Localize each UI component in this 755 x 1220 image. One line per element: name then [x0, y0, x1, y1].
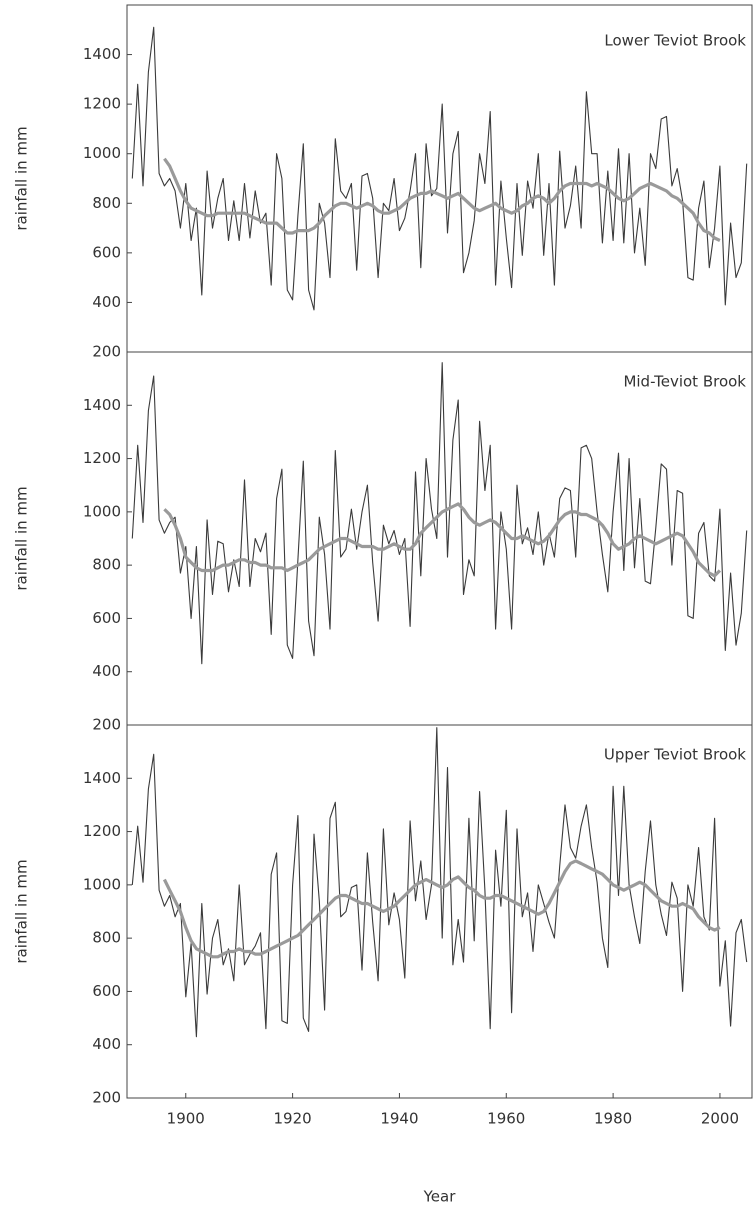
y-tick-label: 1000 — [83, 875, 121, 893]
x-axis-label: Year — [423, 1188, 457, 1206]
y-axis-label: rainfall in mm — [13, 126, 31, 230]
y-tick-label: 800 — [92, 194, 121, 212]
y-tick-label: 400 — [92, 293, 121, 311]
panel-title: Mid-Teviot Brook — [623, 373, 746, 391]
rainfall-line — [131, 26, 748, 311]
y-tick-label: 400 — [92, 662, 121, 680]
x-tick-label: 1980 — [594, 1110, 632, 1128]
y-tick-label: 1400 — [83, 45, 121, 63]
y-tick-label: 600 — [92, 609, 121, 627]
moving-average-line — [163, 502, 722, 578]
moving-average-line — [162, 859, 721, 959]
rainfall-line — [131, 727, 748, 1038]
y-axis-label: rainfall in mm — [13, 486, 31, 590]
y-tick-label: 1400 — [83, 769, 121, 787]
y-tick-label: 200 — [92, 343, 121, 361]
y-tick-label: 400 — [92, 1035, 121, 1053]
y-tick-label: 1000 — [83, 144, 121, 162]
y-axis-label: rainfall in mm — [13, 859, 31, 963]
y-tick-label: 1200 — [83, 822, 121, 840]
y-tick-label: 1200 — [83, 449, 121, 467]
x-tick-label: 1940 — [380, 1110, 418, 1128]
y-tick-label: 800 — [92, 929, 121, 947]
rainfall-line — [131, 362, 748, 665]
x-tick-label: 1960 — [487, 1110, 525, 1128]
y-tick-label: 800 — [92, 556, 121, 574]
y-tick-label: 200 — [92, 716, 121, 734]
y-tick-label: 1400 — [83, 396, 121, 414]
y-tick-label: 600 — [92, 243, 121, 261]
y-tick-label: 1200 — [83, 95, 121, 113]
plot-frame — [126, 4, 753, 353]
panel-title: Lower Teviot Brook — [604, 32, 746, 50]
panel-title: Upper Teviot Brook — [604, 746, 746, 764]
y-tick-label: 1000 — [83, 502, 121, 520]
y-tick-label: 200 — [92, 1089, 121, 1107]
x-tick-label: 2000 — [701, 1110, 739, 1128]
x-tick-label: 1920 — [274, 1110, 312, 1128]
plot-frame — [126, 724, 753, 1099]
plot-frame — [126, 351, 753, 726]
moving-average-line — [163, 157, 721, 242]
y-tick-label: 600 — [92, 982, 121, 1000]
x-tick-label: 1900 — [167, 1110, 205, 1128]
